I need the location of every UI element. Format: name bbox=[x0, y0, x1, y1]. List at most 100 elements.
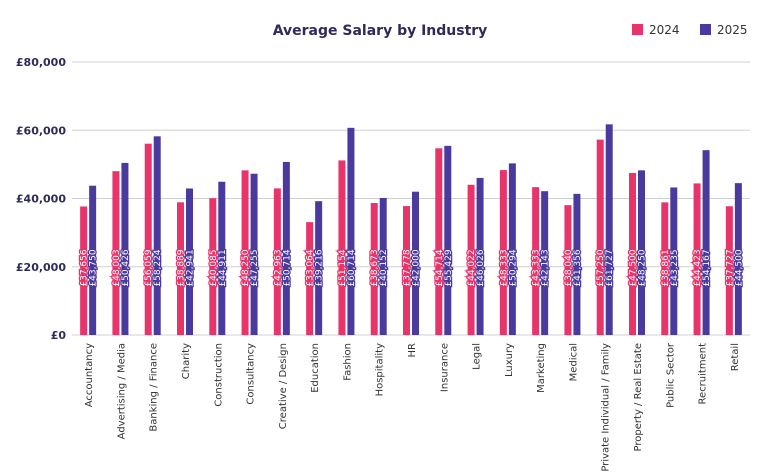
legend-label: 2024 bbox=[649, 23, 680, 37]
x-tick-label: Consultancy bbox=[246, 343, 257, 405]
bar bbox=[144, 143, 152, 335]
y-tick-label: £60,000 bbox=[16, 124, 66, 137]
data-label: £43,750 bbox=[89, 249, 99, 286]
bar bbox=[499, 170, 507, 335]
data-label: £54,714 bbox=[435, 249, 445, 286]
bar bbox=[218, 181, 226, 335]
bar bbox=[315, 201, 323, 335]
x-tick-label: Charity bbox=[181, 343, 192, 379]
bar bbox=[661, 202, 669, 335]
bar bbox=[177, 202, 184, 335]
data-label: £56,059 bbox=[144, 249, 154, 286]
bar bbox=[573, 193, 581, 335]
bar bbox=[670, 187, 678, 335]
y-tick-label: £40,000 bbox=[16, 193, 66, 206]
bar bbox=[273, 188, 281, 335]
x-tick-label: Public Sector bbox=[665, 342, 676, 408]
data-label: £60,714 bbox=[347, 249, 357, 286]
x-tick-label: Hospitality bbox=[375, 343, 386, 397]
x-tick-label: Insurance bbox=[439, 343, 450, 392]
x-tick-label: Fashion bbox=[342, 343, 353, 381]
x-tick-label: Legal bbox=[472, 343, 483, 370]
bar bbox=[347, 127, 355, 335]
data-label: £50,294 bbox=[508, 249, 518, 286]
data-label: £37,727 bbox=[725, 249, 735, 286]
bar bbox=[605, 124, 613, 335]
data-label: £42,143 bbox=[541, 249, 551, 286]
data-label: £48,003 bbox=[112, 249, 122, 286]
data-label: £61,727 bbox=[605, 249, 615, 286]
bar bbox=[412, 191, 419, 335]
data-label: £57,250 bbox=[596, 249, 606, 286]
x-tick-label: Recruitment bbox=[698, 343, 709, 405]
y-tick-label: £0 bbox=[51, 329, 67, 342]
bar bbox=[693, 183, 701, 335]
x-tick-label: Luxury bbox=[504, 343, 515, 377]
bar bbox=[629, 172, 636, 335]
data-label: £55,429 bbox=[444, 249, 454, 286]
bar bbox=[532, 187, 540, 335]
data-label: £47,255 bbox=[250, 249, 260, 286]
data-label: £38,040 bbox=[564, 249, 574, 286]
x-tick-label: Creative / Design bbox=[278, 343, 289, 429]
data-label: £44,500 bbox=[734, 249, 744, 286]
bar bbox=[89, 185, 97, 335]
data-label: £44,423 bbox=[693, 249, 703, 286]
bar bbox=[80, 206, 88, 335]
data-label: £47,500 bbox=[629, 249, 639, 286]
legend-label: 2025 bbox=[717, 23, 748, 37]
x-tick-label: Marketing bbox=[536, 343, 547, 393]
data-label: £42,941 bbox=[186, 249, 196, 286]
data-label: £42,000 bbox=[412, 249, 422, 286]
x-tick-label: Property / Real Estate bbox=[633, 343, 644, 451]
data-label: £48,250 bbox=[241, 249, 251, 286]
bar bbox=[306, 222, 314, 335]
data-label: £33,064 bbox=[306, 249, 316, 286]
bar bbox=[338, 160, 346, 335]
bar bbox=[541, 191, 549, 335]
data-label: £46,026 bbox=[476, 249, 486, 286]
legend-swatch bbox=[700, 24, 711, 35]
data-label: £58,224 bbox=[153, 249, 163, 286]
bar bbox=[444, 145, 452, 335]
data-label: £42,963 bbox=[273, 249, 283, 286]
data-label: £38,861 bbox=[661, 249, 671, 286]
data-label: £44,022 bbox=[467, 249, 477, 286]
legend-swatch bbox=[632, 24, 643, 35]
data-label: £50,714 bbox=[282, 249, 292, 286]
data-label: £40,085 bbox=[209, 249, 219, 286]
data-label: £38,889 bbox=[177, 249, 187, 286]
y-tick-label: £20,000 bbox=[16, 261, 66, 274]
data-label: £50,426 bbox=[121, 249, 131, 286]
x-tick-label: Education bbox=[310, 343, 321, 393]
data-label: £54,167 bbox=[702, 249, 712, 286]
bar bbox=[379, 197, 387, 335]
bar bbox=[508, 163, 516, 335]
data-label: £48,250 bbox=[638, 249, 648, 286]
data-label: £37,656 bbox=[80, 249, 90, 286]
bar bbox=[153, 136, 161, 335]
bar bbox=[282, 161, 290, 335]
bar bbox=[403, 206, 410, 335]
bar bbox=[209, 198, 217, 335]
data-label: £39,216 bbox=[315, 249, 325, 286]
bar bbox=[370, 203, 378, 335]
bar bbox=[435, 148, 443, 335]
bar bbox=[241, 170, 249, 335]
bar bbox=[638, 170, 645, 335]
x-tick-label: Construction bbox=[213, 343, 224, 407]
data-label: £37,778 bbox=[403, 249, 413, 286]
data-label: £44,911 bbox=[218, 249, 228, 286]
data-label: £48,333 bbox=[499, 249, 509, 286]
x-tick-label: Private Individual / Family bbox=[601, 343, 612, 472]
bar bbox=[121, 162, 129, 335]
bar bbox=[112, 171, 120, 335]
bar bbox=[467, 184, 475, 335]
x-tick-label: Advertising / Media bbox=[116, 343, 127, 439]
data-label: £41,356 bbox=[573, 249, 583, 286]
bar bbox=[725, 206, 733, 335]
x-tick-label: Accountancy bbox=[84, 343, 95, 407]
bar bbox=[734, 183, 742, 335]
bar bbox=[250, 173, 258, 335]
bar bbox=[702, 150, 710, 335]
